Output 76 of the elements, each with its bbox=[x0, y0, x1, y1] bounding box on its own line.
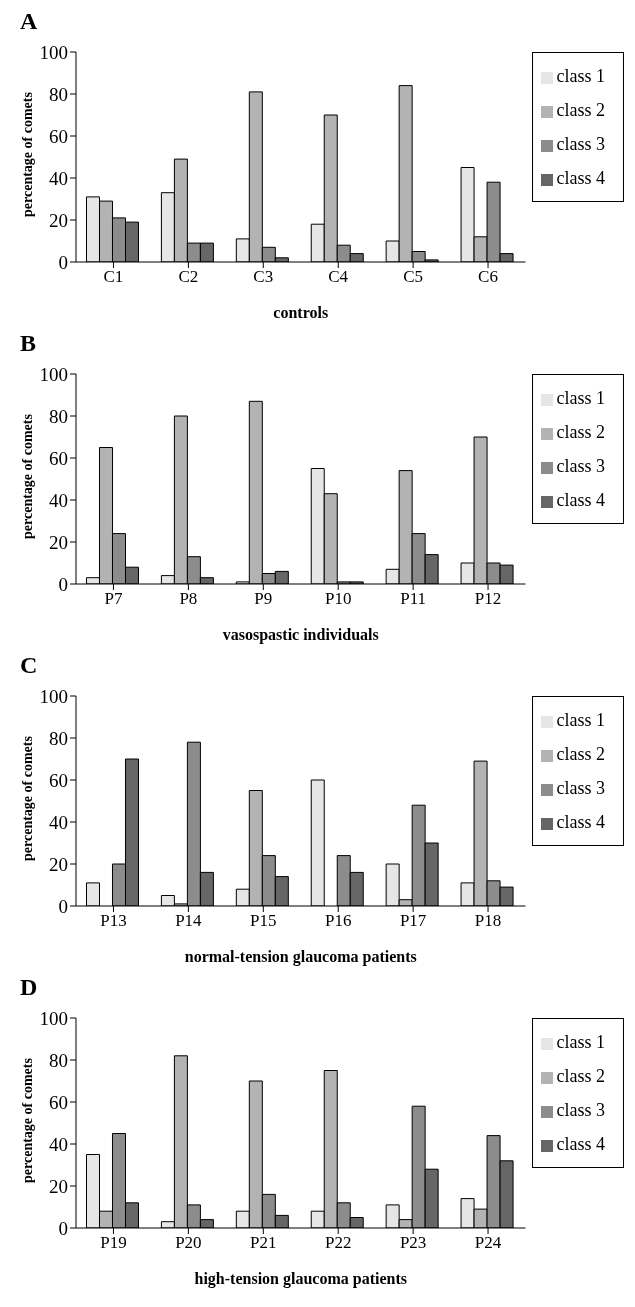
chart-title: A bbox=[19, 8, 39, 36]
legend-label: class 1 bbox=[556, 66, 605, 86]
x-axis-title: high-tension glaucoma patients bbox=[194, 1270, 407, 1288]
legend-label: class 4 bbox=[556, 812, 605, 832]
y-tick-label: 20 bbox=[49, 209, 68, 231]
legend-label: class 2 bbox=[556, 422, 605, 442]
legend-label: class 3 bbox=[556, 134, 605, 154]
legend-label: class 1 bbox=[556, 1032, 605, 1052]
x-tick-label: P11 bbox=[400, 589, 427, 609]
legend-label: class 3 bbox=[556, 1100, 605, 1120]
x-tick-label: P23 bbox=[399, 1233, 427, 1253]
legend-label: class 4 bbox=[556, 1134, 605, 1154]
chart-title: B bbox=[19, 330, 37, 358]
y-tick-label: 80 bbox=[49, 1049, 68, 1071]
x-tick-label: P24 bbox=[474, 1233, 502, 1253]
y-tick-label: 40 bbox=[49, 167, 68, 189]
y-tick-label: 100 bbox=[39, 1007, 68, 1029]
x-tick-label: C3 bbox=[253, 267, 274, 287]
x-axis-title: normal-tension glaucoma patients bbox=[184, 948, 417, 966]
y-tick-label: 40 bbox=[49, 489, 68, 511]
y-axis-title: percentage of comets bbox=[19, 1057, 35, 1183]
legend-label: class 4 bbox=[556, 168, 605, 188]
x-tick-label: P7 bbox=[104, 589, 123, 609]
x-tick-label: P14 bbox=[175, 911, 203, 931]
y-tick-label: 20 bbox=[49, 531, 68, 553]
x-tick-label: P15 bbox=[250, 911, 277, 931]
y-tick-label: 100 bbox=[39, 41, 68, 63]
x-tick-label: P22 bbox=[324, 1233, 352, 1253]
legend-label: class 1 bbox=[556, 710, 605, 730]
y-tick-label: 60 bbox=[49, 1091, 68, 1113]
x-axis-title: controls bbox=[273, 304, 329, 321]
y-tick-label: 20 bbox=[49, 853, 68, 875]
y-tick-label: 40 bbox=[49, 1133, 68, 1155]
x-tick-label: P16 bbox=[324, 911, 352, 931]
y-tick-label: 100 bbox=[39, 685, 68, 707]
x-tick-label: C1 bbox=[103, 267, 124, 287]
x-tick-label: C5 bbox=[403, 267, 424, 287]
y-tick-label: 80 bbox=[49, 727, 68, 749]
y-tick-label: 60 bbox=[49, 769, 68, 791]
x-tick-label: P19 bbox=[100, 1233, 127, 1253]
x-tick-label: P21 bbox=[250, 1233, 277, 1253]
chart-title: C bbox=[19, 652, 39, 680]
y-axis-title: percentage of comets bbox=[19, 91, 35, 217]
legend-label: class 4 bbox=[556, 490, 605, 510]
x-tick-label: C4 bbox=[328, 267, 349, 287]
legend-label: class 3 bbox=[556, 456, 605, 476]
x-tick-label: P18 bbox=[474, 911, 502, 931]
y-tick-label: 0 bbox=[58, 895, 68, 917]
y-tick-label: 80 bbox=[49, 83, 68, 105]
y-tick-label: 60 bbox=[49, 447, 68, 469]
y-tick-label: 0 bbox=[58, 251, 68, 273]
y-axis-title: percentage of comets bbox=[19, 735, 35, 861]
x-tick-label: P8 bbox=[179, 589, 198, 609]
legend-label: class 2 bbox=[556, 1066, 605, 1086]
y-tick-label: 60 bbox=[49, 125, 68, 147]
x-tick-label: C2 bbox=[178, 267, 199, 287]
y-tick-label: 0 bbox=[58, 1217, 68, 1239]
y-tick-label: 0 bbox=[58, 573, 68, 595]
y-tick-label: 40 bbox=[49, 811, 68, 833]
x-tick-label: P12 bbox=[474, 589, 502, 609]
legend-label: class 1 bbox=[556, 388, 605, 408]
y-axis-title: percentage of comets bbox=[19, 413, 35, 539]
y-tick-label: 80 bbox=[49, 405, 68, 427]
y-tick-label: 100 bbox=[39, 363, 68, 385]
x-tick-label: P9 bbox=[254, 589, 273, 609]
x-tick-label: P17 bbox=[399, 911, 427, 931]
x-tick-label: C6 bbox=[478, 267, 498, 287]
chart-title: D bbox=[19, 974, 39, 1002]
x-tick-label: P20 bbox=[175, 1233, 202, 1253]
x-axis-title: vasospastic individuals bbox=[222, 626, 379, 644]
legend-label: class 3 bbox=[556, 778, 605, 798]
x-tick-label: P13 bbox=[100, 911, 127, 931]
x-tick-label: P10 bbox=[324, 589, 352, 609]
legend-label: class 2 bbox=[556, 100, 605, 120]
legend-label: class 2 bbox=[556, 744, 605, 764]
y-tick-label: 20 bbox=[49, 1175, 68, 1197]
